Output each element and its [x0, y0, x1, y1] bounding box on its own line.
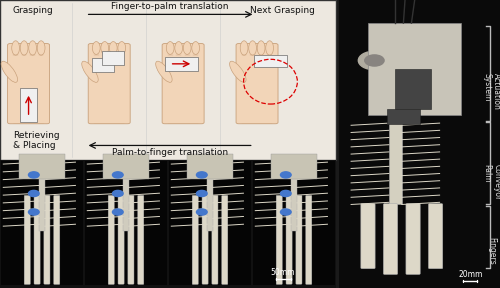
Circle shape — [28, 172, 39, 178]
FancyBboxPatch shape — [361, 204, 375, 269]
Circle shape — [28, 190, 39, 196]
Bar — [0, 160, 336, 288]
Ellipse shape — [28, 41, 36, 55]
Ellipse shape — [248, 41, 256, 55]
Circle shape — [196, 172, 207, 178]
Bar — [339, 0, 500, 288]
Ellipse shape — [20, 41, 28, 55]
FancyBboxPatch shape — [192, 195, 198, 285]
Circle shape — [28, 209, 39, 215]
Ellipse shape — [92, 41, 100, 54]
Bar — [254, 55, 288, 67]
Ellipse shape — [230, 61, 246, 82]
Bar — [20, 88, 37, 122]
Bar — [19, 154, 65, 179]
FancyBboxPatch shape — [306, 195, 312, 285]
Ellipse shape — [101, 41, 108, 54]
FancyBboxPatch shape — [406, 204, 420, 274]
FancyBboxPatch shape — [286, 195, 292, 284]
Ellipse shape — [118, 41, 126, 54]
Ellipse shape — [1, 61, 18, 82]
Bar — [0, 0, 336, 160]
Ellipse shape — [82, 61, 98, 82]
FancyBboxPatch shape — [384, 204, 398, 274]
Ellipse shape — [240, 41, 248, 55]
Circle shape — [196, 190, 207, 196]
Text: Grasping: Grasping — [13, 5, 54, 15]
FancyBboxPatch shape — [162, 43, 204, 124]
Text: Fingers: Fingers — [488, 237, 496, 264]
Ellipse shape — [110, 41, 117, 54]
Bar — [187, 154, 233, 179]
FancyBboxPatch shape — [54, 195, 60, 285]
FancyBboxPatch shape — [222, 195, 228, 285]
FancyBboxPatch shape — [212, 195, 218, 284]
Bar — [164, 57, 198, 71]
FancyBboxPatch shape — [24, 195, 30, 285]
Ellipse shape — [12, 41, 20, 55]
FancyBboxPatch shape — [34, 195, 40, 284]
Bar — [291, 156, 297, 231]
Bar — [1, 161, 83, 285]
Text: Conveyor
Palm: Conveyor Palm — [482, 164, 500, 200]
FancyBboxPatch shape — [428, 204, 442, 269]
FancyBboxPatch shape — [94, 100, 124, 123]
FancyBboxPatch shape — [242, 100, 272, 123]
Text: 20mm: 20mm — [458, 270, 482, 279]
Circle shape — [365, 55, 384, 66]
Ellipse shape — [175, 41, 182, 54]
Circle shape — [112, 172, 123, 178]
FancyBboxPatch shape — [128, 195, 134, 284]
Bar — [92, 58, 114, 72]
FancyBboxPatch shape — [138, 195, 144, 285]
Bar — [102, 51, 124, 65]
Bar — [123, 156, 129, 231]
Ellipse shape — [184, 41, 191, 54]
Text: Palm-to-finger translation: Palm-to-finger translation — [112, 148, 228, 157]
Ellipse shape — [156, 61, 172, 82]
Text: Next Grasping: Next Grasping — [250, 5, 314, 15]
Text: Actuation
System: Actuation System — [482, 73, 500, 110]
FancyBboxPatch shape — [8, 43, 50, 124]
Ellipse shape — [266, 41, 274, 55]
Bar — [207, 156, 213, 231]
Bar — [396, 69, 431, 109]
Bar — [389, 118, 402, 204]
FancyBboxPatch shape — [88, 43, 130, 124]
Bar — [39, 156, 45, 231]
Circle shape — [280, 190, 291, 196]
FancyBboxPatch shape — [202, 195, 208, 284]
Text: Retrieving
& Placing: Retrieving & Placing — [13, 131, 60, 150]
Circle shape — [358, 51, 390, 70]
Bar — [388, 109, 420, 124]
FancyBboxPatch shape — [236, 43, 278, 124]
Circle shape — [112, 209, 123, 215]
Ellipse shape — [192, 41, 200, 54]
FancyBboxPatch shape — [276, 195, 282, 285]
FancyBboxPatch shape — [118, 195, 124, 284]
FancyBboxPatch shape — [44, 195, 50, 284]
Bar — [85, 161, 167, 285]
Circle shape — [280, 209, 291, 215]
Circle shape — [196, 209, 207, 215]
Ellipse shape — [166, 41, 174, 54]
Bar — [253, 161, 335, 285]
Ellipse shape — [257, 41, 265, 55]
Text: 50mm: 50mm — [271, 268, 295, 277]
Circle shape — [112, 190, 123, 196]
Bar — [103, 154, 149, 179]
FancyBboxPatch shape — [108, 195, 114, 285]
Circle shape — [280, 172, 291, 178]
FancyBboxPatch shape — [13, 100, 44, 123]
Bar — [169, 161, 251, 285]
Bar — [271, 154, 317, 179]
Ellipse shape — [37, 41, 45, 55]
FancyBboxPatch shape — [296, 195, 302, 284]
Bar — [368, 23, 462, 115]
FancyBboxPatch shape — [168, 100, 198, 123]
Text: Finger-to-palm translation: Finger-to-palm translation — [111, 2, 228, 11]
